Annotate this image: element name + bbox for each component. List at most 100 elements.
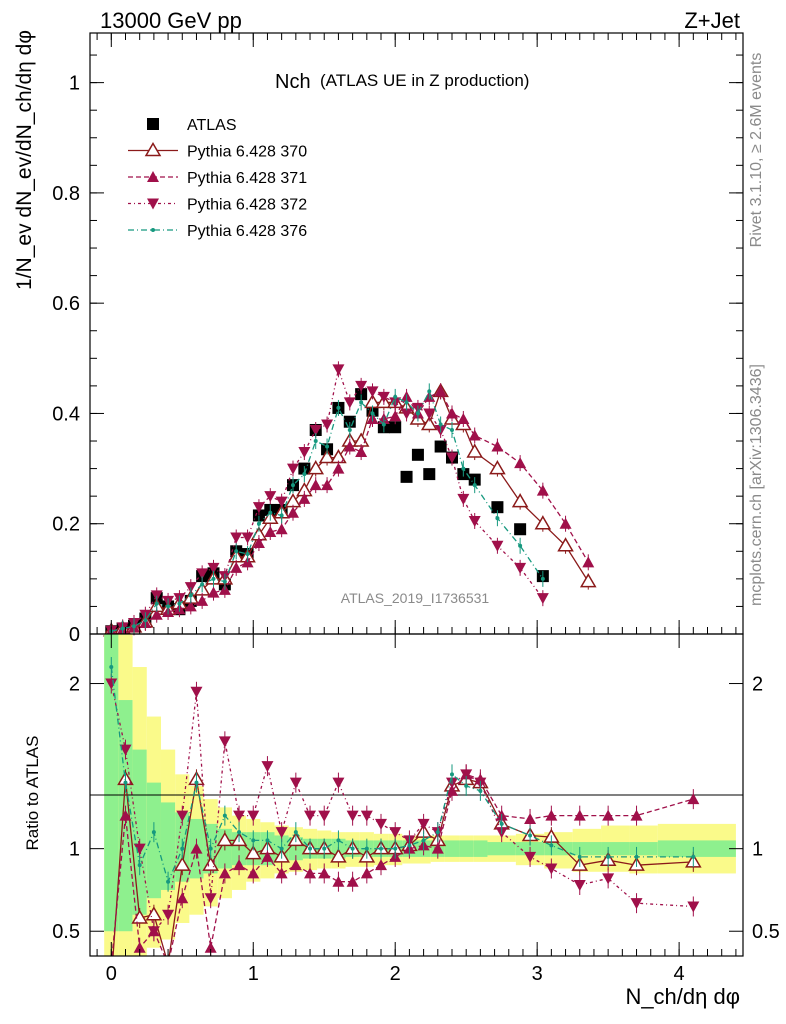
ratio-point-1-12 bbox=[275, 867, 288, 879]
data-point-4-9 bbox=[211, 576, 216, 581]
ratio-point-2-22 bbox=[417, 818, 430, 830]
main-ytick-label: 0.4 bbox=[52, 403, 80, 425]
ratio-ylabel: Ratio to ATLAS bbox=[23, 736, 42, 851]
data-point-4-27 bbox=[415, 411, 420, 416]
data-point-4-10 bbox=[222, 579, 227, 584]
ratio-point-1-29 bbox=[545, 809, 558, 821]
ratio-point-3-12 bbox=[279, 846, 284, 851]
ratio-frame bbox=[89, 633, 744, 957]
data-point-4-4 bbox=[154, 601, 159, 606]
ratio-point-3-11 bbox=[265, 838, 270, 843]
ratio-point-2-33 bbox=[687, 901, 700, 913]
data-point-4-1 bbox=[120, 626, 125, 631]
ratio-point-3-15 bbox=[322, 846, 327, 851]
data-point-2-22 bbox=[355, 446, 368, 458]
ratio-ytick-label: 2 bbox=[69, 674, 80, 696]
ratio-point-3-8 bbox=[222, 813, 227, 818]
band-inner-bin bbox=[572, 842, 602, 856]
data-point-0-13 bbox=[252, 509, 265, 522]
data-point-4-8 bbox=[200, 582, 205, 587]
ratio-point-1-14 bbox=[304, 867, 317, 879]
data-point-3-14 bbox=[264, 491, 277, 503]
ratio-point-3-26 bbox=[478, 788, 483, 793]
ratio-point-3-24 bbox=[449, 772, 454, 777]
data-point-4-13 bbox=[256, 521, 261, 526]
data-point-2-34 bbox=[514, 457, 527, 469]
xtick-label: 4 bbox=[674, 963, 685, 985]
ratio-point-3-3 bbox=[151, 830, 156, 835]
ratio-point-3-17 bbox=[350, 846, 355, 851]
ratio-point-1-13 bbox=[289, 859, 302, 871]
data-point-4-23 bbox=[370, 411, 375, 416]
data-point-4-2 bbox=[132, 624, 137, 629]
data-point-4-22 bbox=[359, 400, 364, 405]
data-point-2-33 bbox=[491, 440, 504, 452]
data-point-4-3 bbox=[143, 618, 148, 623]
ratio-point-3-25 bbox=[464, 783, 469, 788]
ratio-point-2-29 bbox=[545, 863, 558, 875]
data-point-3-20 bbox=[332, 364, 345, 376]
data-point-3-35 bbox=[536, 593, 549, 605]
data-point-0-29 bbox=[434, 440, 447, 453]
data-point-1-19 bbox=[318, 449, 336, 464]
data-point-1-18 bbox=[307, 460, 325, 475]
plot-title-main: Nch bbox=[275, 71, 311, 93]
data-point-4-20 bbox=[336, 405, 341, 410]
main-ytick-label: 0 bbox=[69, 624, 80, 646]
data-point-3-26 bbox=[400, 408, 413, 420]
data-point-4-25 bbox=[393, 394, 398, 399]
data-point-2-32 bbox=[468, 429, 481, 441]
ratio-point-3-16 bbox=[336, 838, 341, 843]
x-axis-label: N_ch/dη dφ bbox=[625, 984, 740, 1009]
data-point-0-33 bbox=[491, 501, 504, 514]
ratio-point-3-30 bbox=[577, 854, 582, 859]
ratio-ytick-label-right: 2 bbox=[752, 674, 763, 696]
data-point-4-24 bbox=[381, 422, 386, 427]
band-inner-bin bbox=[132, 749, 147, 915]
data-point-4-14 bbox=[268, 510, 273, 515]
main-ytick-label: 1 bbox=[69, 73, 80, 95]
data-point-4-15 bbox=[279, 513, 284, 518]
ratio-point-1-17 bbox=[346, 875, 359, 887]
data-point-4-12 bbox=[245, 552, 250, 557]
ratio-point-3-2 bbox=[137, 863, 142, 868]
data-point-3-28 bbox=[423, 408, 436, 420]
main-ytick-label: 0.6 bbox=[52, 293, 80, 315]
xtick-label: 0 bbox=[106, 963, 117, 985]
data-point-2-25 bbox=[389, 410, 402, 422]
ratio-ytick-label-right: 1 bbox=[752, 839, 763, 861]
ratio-ytick-label: 1 bbox=[69, 839, 80, 861]
ratio-point-2-16 bbox=[332, 777, 345, 789]
band-inner-bin bbox=[444, 840, 460, 857]
data-point-3-18 bbox=[309, 424, 322, 436]
data-point-2-36 bbox=[559, 517, 572, 529]
ratio-point-1-5 bbox=[176, 892, 189, 904]
ratio-point-3-21 bbox=[407, 843, 412, 848]
data-point-1-35 bbox=[534, 515, 552, 530]
ratio-point-3-32 bbox=[634, 854, 639, 859]
ratio-point-2-1 bbox=[119, 744, 132, 756]
ratio-point-3-22 bbox=[421, 838, 426, 843]
ratio-point-3-7 bbox=[208, 846, 213, 851]
ratio-point-2-5 bbox=[176, 810, 189, 822]
data-point-2-4 bbox=[150, 608, 163, 620]
ratio-point-2-30 bbox=[573, 879, 586, 891]
ratio-point-2-10 bbox=[247, 810, 260, 822]
band-inner-bin bbox=[473, 840, 488, 857]
ratio-point-1-18 bbox=[360, 867, 373, 879]
data-point-3-23 bbox=[366, 386, 379, 398]
ratio-point-3-33 bbox=[691, 854, 696, 859]
ratio-point-1-31 bbox=[602, 809, 615, 821]
analysis-watermark: ATLAS_2019_I1736531 bbox=[341, 590, 490, 606]
data-point-2-14 bbox=[264, 525, 277, 537]
main-ytick-label: 0.8 bbox=[52, 183, 80, 205]
data-point-2-31 bbox=[457, 412, 470, 424]
ratio-point-3-1 bbox=[123, 780, 128, 785]
ratio-point-2-31 bbox=[602, 873, 615, 885]
data-point-4-11 bbox=[234, 549, 239, 554]
data-point-3-12 bbox=[241, 532, 254, 544]
ratio-point-1-33 bbox=[687, 793, 700, 805]
ratio-point-2-0 bbox=[105, 678, 118, 690]
data-point-2-17 bbox=[298, 492, 311, 504]
energy-label: 13000 GeV pp bbox=[100, 8, 242, 33]
